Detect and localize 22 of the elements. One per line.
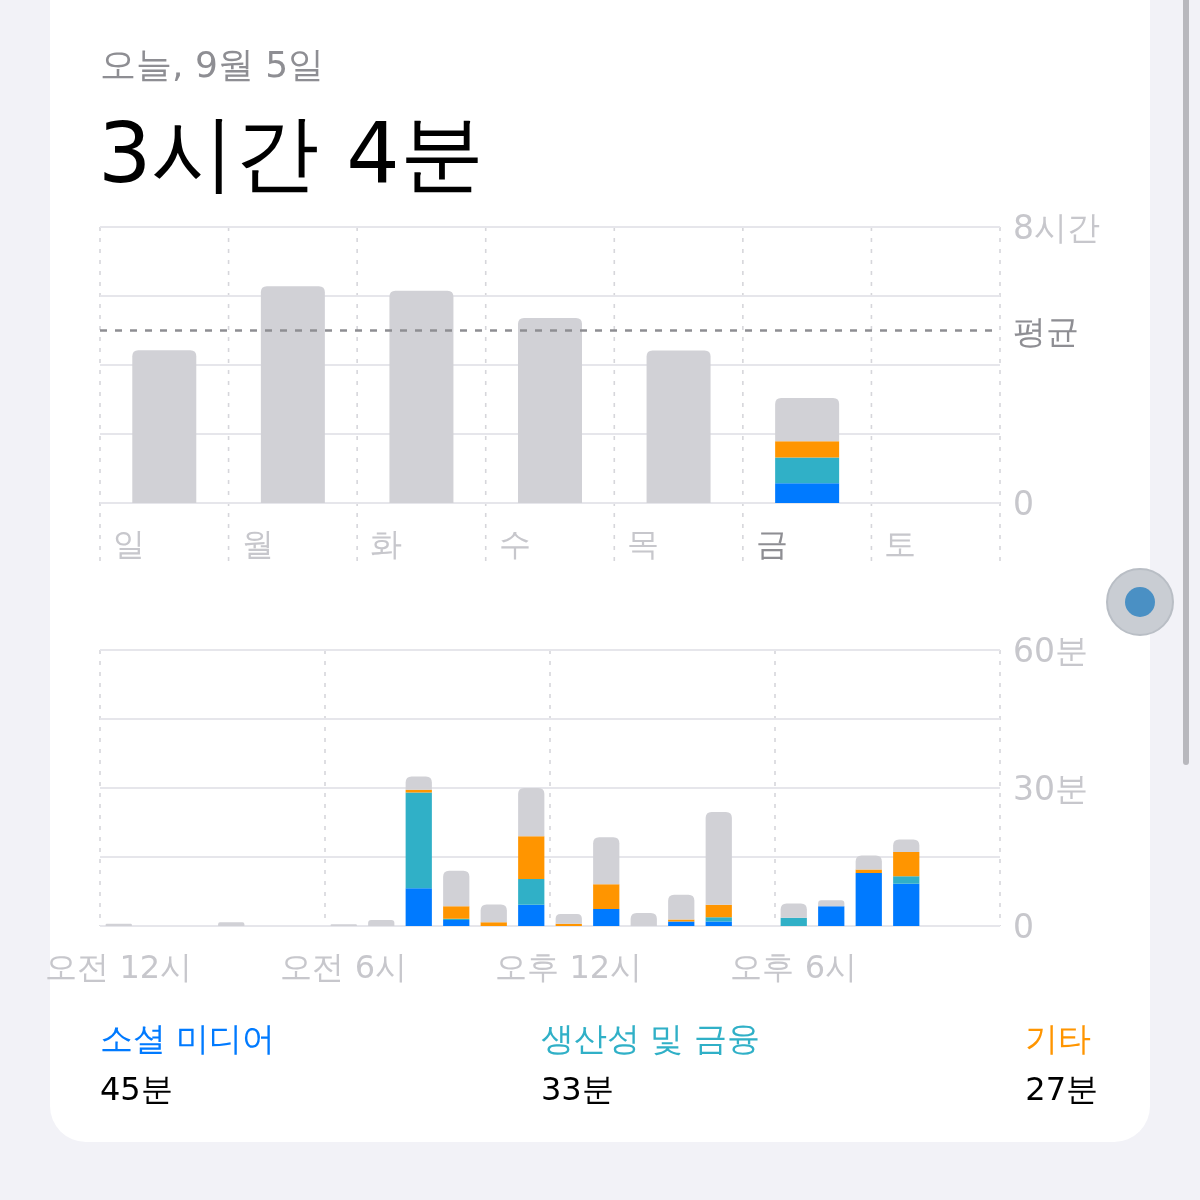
x-tick-label: 토: [884, 525, 917, 563]
x-tick-label: 오후 12시: [495, 948, 643, 986]
legend-entry: 소셜 미디어 45분: [100, 1019, 276, 1108]
y-tick-label: 8시간: [1013, 208, 1100, 247]
subtitle: 오늘, 9월 5일: [100, 44, 325, 85]
x-tick-label: 화: [370, 525, 403, 563]
x-tick-label: 수: [498, 525, 531, 563]
y-tick-label: 30분: [1013, 769, 1088, 808]
x-tick-label: 목: [627, 525, 660, 563]
legend-entry: 생산성 및 금융 33분: [540, 1019, 760, 1108]
legend-entry: 기타 27분: [1025, 1019, 1098, 1108]
x-tick-label: 금: [755, 525, 788, 563]
x-tick-label: 오전 12시: [45, 948, 193, 986]
y-tick-label: 60분: [1013, 631, 1088, 670]
x-tick-label: 일: [113, 525, 145, 563]
y-tick-label: 0: [1013, 484, 1034, 523]
x-tick-label: 오후 6시: [730, 948, 857, 986]
y-tick-label: 0: [1013, 907, 1034, 946]
ref-line-label: 평균: [1013, 311, 1079, 351]
title: 3시간 4분: [98, 104, 484, 202]
x-tick-label: 월: [241, 525, 274, 563]
x-tick-label: 오전 6시: [280, 948, 407, 986]
